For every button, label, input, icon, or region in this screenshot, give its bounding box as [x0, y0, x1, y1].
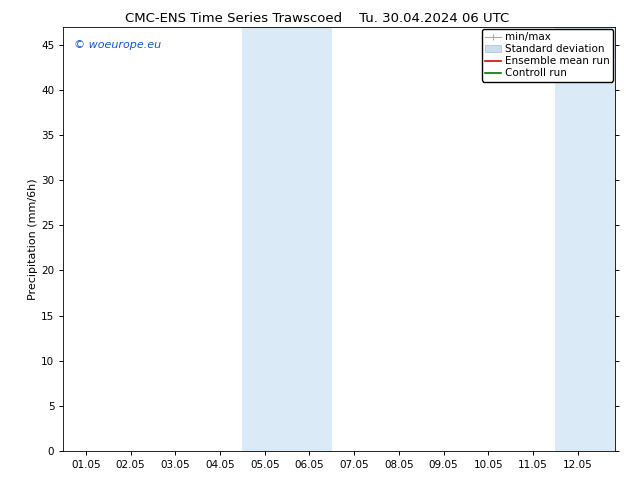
- Bar: [242, 27, 287, 451]
- Text: CMC-ENS Time Series Trawscoed    Tu. 30.04.2024 06 UTC: CMC-ENS Time Series Trawscoed Tu. 30.04.…: [125, 12, 509, 25]
- Bar: [600, 27, 615, 451]
- Bar: [287, 27, 332, 451]
- Y-axis label: Precipitation (mm/6h): Precipitation (mm/6h): [29, 178, 38, 300]
- Text: © woeurope.eu: © woeurope.eu: [74, 40, 162, 49]
- Legend: min/max, Standard deviation, Ensemble mean run, Controll run: min/max, Standard deviation, Ensemble me…: [482, 29, 613, 81]
- Bar: [555, 27, 600, 451]
